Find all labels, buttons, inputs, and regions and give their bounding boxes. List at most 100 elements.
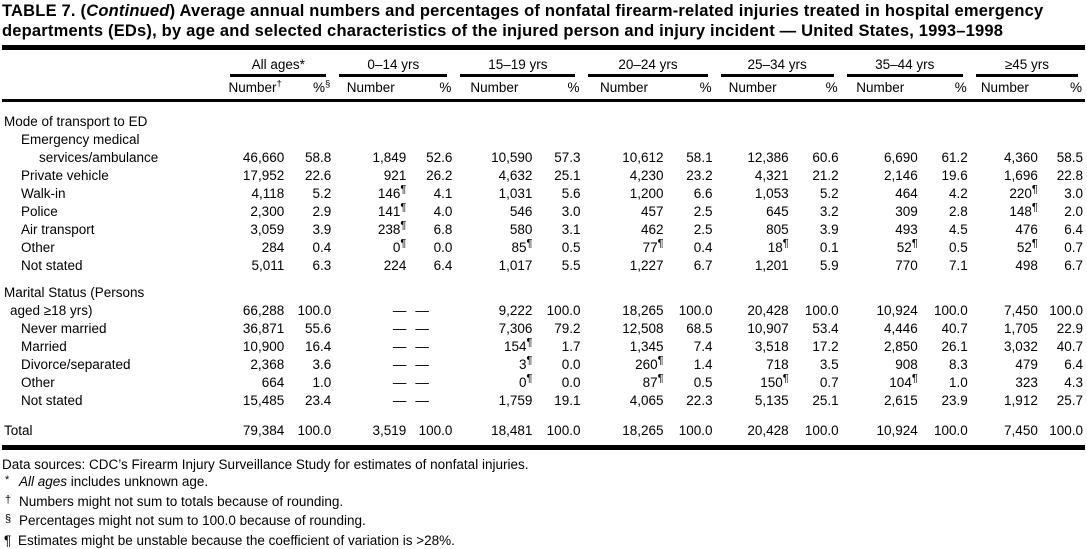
value-cell: 1,227 [629, 258, 664, 273]
value-cell: — [392, 321, 407, 336]
table-row: Married 10,900 16.4 — — 154¶ 1.7 1,345 7.4 3,518 1… [2, 336, 1085, 354]
footnote-marker: † [5, 493, 12, 506]
value-cell: 1,017 [498, 258, 533, 273]
table-body: Mode of transport to ED Emergency medical… [2, 101, 1085, 450]
number-column-header: Number† [224, 77, 287, 102]
table-row: Never married 36,871 55.6 — — 7,306 79.2 12,508… [2, 318, 1085, 336]
value-number: 141 [377, 204, 401, 219]
value-cell: 68.5 [686, 321, 713, 336]
age-group-header: 35–44 yrs [841, 48, 970, 77]
value-cell: 3¶ [454, 354, 534, 372]
footnote-body: Percentages might not sum to 100.0 becau… [19, 513, 366, 529]
percent-label: % [825, 80, 838, 95]
number-column-header: Number [840, 77, 920, 102]
value-cell: 100.0 [804, 303, 839, 318]
age-group-label: 25–34 yrs [747, 57, 807, 72]
unstable-estimate-marker: ¶ [657, 372, 664, 385]
age-group-underline: All ages* [230, 57, 327, 77]
value-cell: 7.4 [693, 339, 713, 354]
value-cell: 4.1 [433, 186, 453, 201]
section-heading-row: Marital Status (Persons [2, 273, 1085, 300]
percent-column-header: % [1039, 77, 1085, 102]
value-cell: — [392, 393, 407, 408]
value-cell: 100.0 [919, 408, 970, 450]
row-label: Not stated [21, 393, 83, 408]
value-cell: 4,118 [251, 186, 285, 201]
footnote-marker: * [5, 474, 10, 487]
total-label: Total [2, 408, 225, 450]
age-group-label: ≥45 yrs [1004, 57, 1049, 72]
row-label: Air transport [21, 222, 95, 237]
value-cell: 3.0 [1064, 186, 1083, 201]
unstable-estimate-marker: ¶ [400, 237, 407, 250]
value-cell: 60.6 [812, 150, 839, 165]
value-cell: 23.9 [941, 393, 968, 408]
value-cell: 1,031 [498, 186, 533, 201]
table-row: Not stated 15,485 23.4 — — 1,759 19.1 4,065 22.3… [2, 390, 1085, 408]
row-label: Other [21, 240, 55, 255]
value-cell: 23.4 [304, 393, 332, 408]
value-cell: 1.4 [693, 357, 713, 372]
table-header: All ages* 0–14 yrs 15–19 yrs 20–24 yrs 25–34… [2, 48, 1085, 102]
value-cell: 20,428 [747, 303, 789, 318]
value-cell: 20,428 [714, 408, 791, 450]
number-label: Number [470, 80, 519, 95]
value-cell: 0.0 [433, 240, 453, 255]
value-cell: 224 [383, 258, 407, 273]
value-number: 148 [1009, 204, 1032, 219]
value-cell: 4,065 [629, 393, 664, 408]
value-cell: 1.0 [949, 375, 968, 390]
value-cell: 10,907 [747, 321, 789, 336]
row-label: Other [21, 375, 55, 390]
value-cell: 10,924 [876, 303, 918, 318]
value-cell: — [415, 339, 429, 354]
value-cell: 7,450 [1004, 303, 1038, 318]
percent-column-header: %§ [286, 77, 334, 102]
value-number: 146 [377, 186, 401, 201]
value-cell: 100.0 [408, 408, 455, 450]
value-cell: 18,265 [582, 408, 666, 450]
value-cell: 1,053 [754, 186, 789, 201]
value-cell: 36,871 [242, 321, 285, 336]
value-cell: 6,690 [883, 150, 918, 165]
value-number: 77 [642, 240, 658, 255]
value-cell: 2.8 [949, 204, 968, 219]
value-cell: 0.5 [561, 240, 581, 255]
value-cell: 40.7 [941, 321, 968, 336]
age-group-underline: 20–24 yrs [588, 57, 708, 77]
table-row: Emergency medical [2, 129, 1085, 147]
section-heading: Mode of transport to ED [4, 114, 148, 129]
section-heading: Marital Status (Persons [4, 285, 145, 300]
value-cell: 5,135 [754, 393, 789, 408]
value-cell: 3.0 [561, 204, 581, 219]
value-cell: 546 [509, 204, 533, 219]
section-heading: aged ≥18 yrs) [10, 303, 93, 318]
value-number: 85 [511, 240, 527, 255]
number-footnote-marker: † [276, 78, 282, 90]
value-cell: 18¶ [715, 237, 791, 255]
value-cell: 498 [1015, 258, 1038, 273]
percent-footnote-marker: § [324, 78, 331, 90]
value-cell: — [415, 393, 429, 408]
value-cell: 100.0 [286, 408, 334, 450]
unstable-estimate-marker: ¶ [400, 183, 407, 196]
value-cell: 7.1 [949, 258, 968, 273]
value-cell: 5.2 [819, 186, 839, 201]
value-cell: 476 [1015, 222, 1038, 237]
footnote-body: Estimates might be unstable because the … [18, 532, 455, 548]
percent-column-header: % [919, 77, 970, 102]
value-cell: 464 [895, 186, 918, 201]
value-number: 104 [889, 375, 912, 390]
value-cell: 10,900 [242, 339, 285, 354]
empty-cell [224, 101, 1085, 130]
value-cell: 21.2 [812, 168, 839, 183]
value-cell: 100.0 [934, 303, 968, 318]
row-label: Emergency medical [21, 132, 140, 147]
table-row: Divorce/separated 2,368 3.6— —3¶ 0.0 260¶ 1.4 7… [2, 354, 1085, 372]
percent-label: % [439, 80, 452, 95]
value-number: 18 [767, 240, 783, 255]
value-cell: — [415, 375, 429, 390]
value-cell: 7,306 [498, 321, 533, 336]
value-cell: 457 [641, 204, 664, 219]
value-cell: 664 [261, 375, 285, 390]
